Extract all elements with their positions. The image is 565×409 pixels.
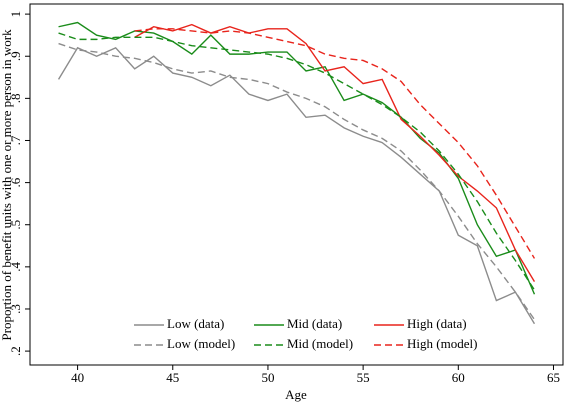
- legend-box: [128, 313, 490, 357]
- y-tick-label: .5: [8, 220, 23, 230]
- y-tick-label: .3: [8, 304, 23, 314]
- legend-label: High (model): [407, 336, 477, 351]
- y-axis-label: Proportion of benefit units with one or …: [0, 29, 14, 341]
- x-tick-label: 60: [452, 370, 465, 385]
- data-line: [57, 46, 536, 325]
- plot-frame: [29, 3, 564, 366]
- legend-label: Mid (model): [287, 336, 353, 351]
- data-line: [134, 23, 536, 282]
- x-tick-label: 55: [357, 370, 370, 385]
- x-tick-label: 65: [547, 370, 560, 385]
- legend-label: High (data): [407, 316, 467, 331]
- data-line: [134, 28, 536, 259]
- y-tick-label: .8: [8, 93, 23, 103]
- data-line: [58, 42, 536, 320]
- legend-label: Low (model): [167, 336, 235, 351]
- y-tick-label: .6: [8, 177, 23, 187]
- y-tick-label: .9: [8, 51, 23, 61]
- x-tick-label: 50: [261, 370, 274, 385]
- data-line: [58, 32, 536, 291]
- y-tick-label: .7: [8, 135, 23, 145]
- y-tick-label: 1: [8, 11, 23, 17]
- legend-label: Mid (data): [287, 316, 342, 331]
- x-axis-label: Age: [285, 387, 307, 402]
- legend-label: Low (data): [167, 316, 224, 331]
- y-tick-label: .2: [8, 346, 23, 356]
- x-tick-label: 45: [166, 370, 179, 385]
- x-tick-label: 40: [71, 370, 84, 385]
- y-tick-label: .4: [8, 261, 23, 271]
